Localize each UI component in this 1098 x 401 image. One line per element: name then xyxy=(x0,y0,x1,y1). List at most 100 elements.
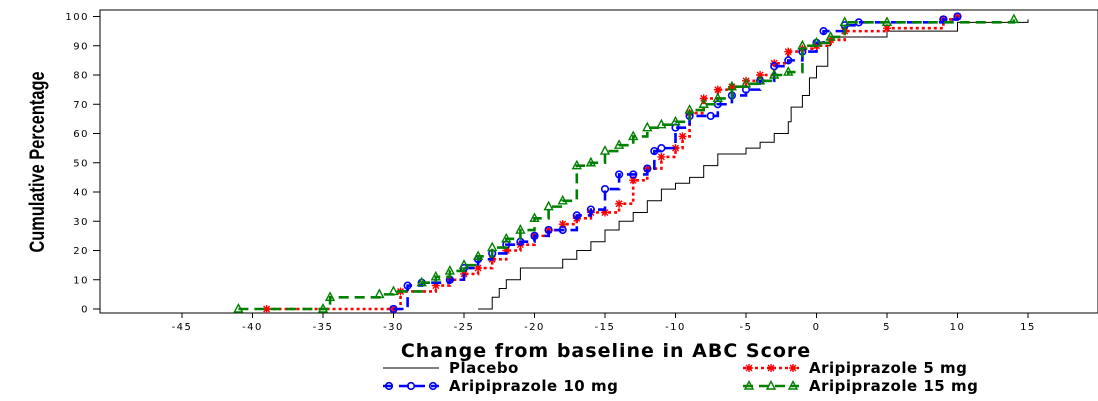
data-point xyxy=(783,66,794,76)
data-point xyxy=(953,12,962,21)
data-point xyxy=(789,364,797,372)
data-point xyxy=(601,208,609,217)
x-tick-label: 15 xyxy=(1020,322,1036,333)
data-point xyxy=(712,92,723,103)
series-line xyxy=(478,19,1029,310)
series-line xyxy=(238,19,1016,311)
data-point xyxy=(233,303,244,313)
data-point xyxy=(572,211,581,220)
data-point xyxy=(515,224,526,234)
data-point xyxy=(629,176,638,185)
data-point xyxy=(706,111,715,121)
data-point xyxy=(643,164,652,173)
data-point xyxy=(629,170,638,179)
data-point xyxy=(388,285,399,296)
data-point xyxy=(544,225,553,235)
data-point xyxy=(416,276,427,287)
data-point xyxy=(600,184,610,194)
data-point xyxy=(656,118,667,129)
y-tick-label: 60 xyxy=(73,129,89,140)
y-tick-label: 90 xyxy=(73,41,89,52)
legend-label: Aripiprazole 5 mg xyxy=(809,359,967,377)
data-point xyxy=(430,270,441,281)
data-point xyxy=(374,288,385,299)
x-tick-label: 0 xyxy=(813,322,821,333)
series-3 xyxy=(233,13,1020,313)
y-tick-label: 100 xyxy=(65,12,89,23)
legend-label: Aripiprazole 15 mg xyxy=(809,377,978,395)
data-point xyxy=(765,380,777,390)
data-point xyxy=(881,16,893,27)
data-point xyxy=(530,231,539,240)
y-tick-label: 10 xyxy=(73,275,89,286)
data-point xyxy=(883,24,891,33)
data-point xyxy=(487,241,498,252)
data-point xyxy=(472,250,484,261)
data-point xyxy=(585,156,597,167)
data-point xyxy=(614,170,624,179)
data-point xyxy=(740,77,752,88)
data-point xyxy=(825,30,836,41)
x-axis: -45 -40 -35 -30 -25 -20 -15 -10 -5 0 5 10 15 xyxy=(172,313,1036,333)
data-point xyxy=(819,27,828,36)
x-tick-label: -10 xyxy=(665,322,686,333)
data-point xyxy=(428,381,438,391)
data-point xyxy=(384,381,394,391)
data-point xyxy=(262,305,271,313)
data-point xyxy=(745,364,753,372)
data-point xyxy=(657,152,666,161)
data-point xyxy=(839,16,850,27)
data-point xyxy=(558,220,567,229)
series-group xyxy=(233,12,1029,314)
x-tick-label: -25 xyxy=(454,322,475,333)
data-point xyxy=(743,380,755,390)
data-point xyxy=(769,69,780,79)
data-point xyxy=(403,281,412,290)
data-point xyxy=(787,380,799,390)
data-point xyxy=(529,212,540,223)
data-point xyxy=(713,85,722,94)
y-tick-label: 20 xyxy=(73,246,89,257)
data-point xyxy=(670,115,681,126)
data-point xyxy=(742,76,750,85)
x-tick-label: 10 xyxy=(950,322,966,333)
data-point xyxy=(657,144,666,153)
y-axis: 0 10 20 30 40 50 60 70 80 90 100 xyxy=(65,12,100,316)
data-point xyxy=(671,144,680,153)
data-point xyxy=(474,264,483,273)
data-point xyxy=(544,226,553,235)
data-point xyxy=(543,200,554,211)
data-point xyxy=(586,205,596,214)
data-point xyxy=(324,291,336,301)
data-point xyxy=(458,259,470,269)
series-line xyxy=(266,16,959,311)
series-1 xyxy=(262,12,962,313)
x-axis-label: Change from baseline in ABC Score xyxy=(401,340,811,362)
x-tick-label: -40 xyxy=(242,322,263,333)
x-tick-label: -5 xyxy=(740,322,753,333)
x-tick-label: -30 xyxy=(383,322,404,333)
data-point xyxy=(571,159,582,170)
x-tick-label: -45 xyxy=(172,322,193,333)
legend-label: Aripiprazole 10 mg xyxy=(449,377,618,395)
data-point xyxy=(444,264,456,275)
legend-label: Placebo xyxy=(449,359,519,377)
data-point xyxy=(754,74,766,85)
data-point xyxy=(650,146,659,156)
data-point xyxy=(501,232,512,243)
data-point xyxy=(615,199,624,208)
data-point xyxy=(678,132,687,141)
data-point xyxy=(628,130,639,141)
data-point xyxy=(767,364,775,372)
data-point xyxy=(599,145,611,155)
data-point xyxy=(613,139,625,149)
y-tick-label: 70 xyxy=(73,100,89,111)
x-tick-label: -20 xyxy=(524,322,545,333)
data-point xyxy=(502,246,511,255)
y-tick-label: 0 xyxy=(81,305,89,316)
data-point xyxy=(557,194,568,205)
data-point xyxy=(727,82,736,91)
data-point xyxy=(939,15,948,24)
data-point xyxy=(726,80,738,91)
